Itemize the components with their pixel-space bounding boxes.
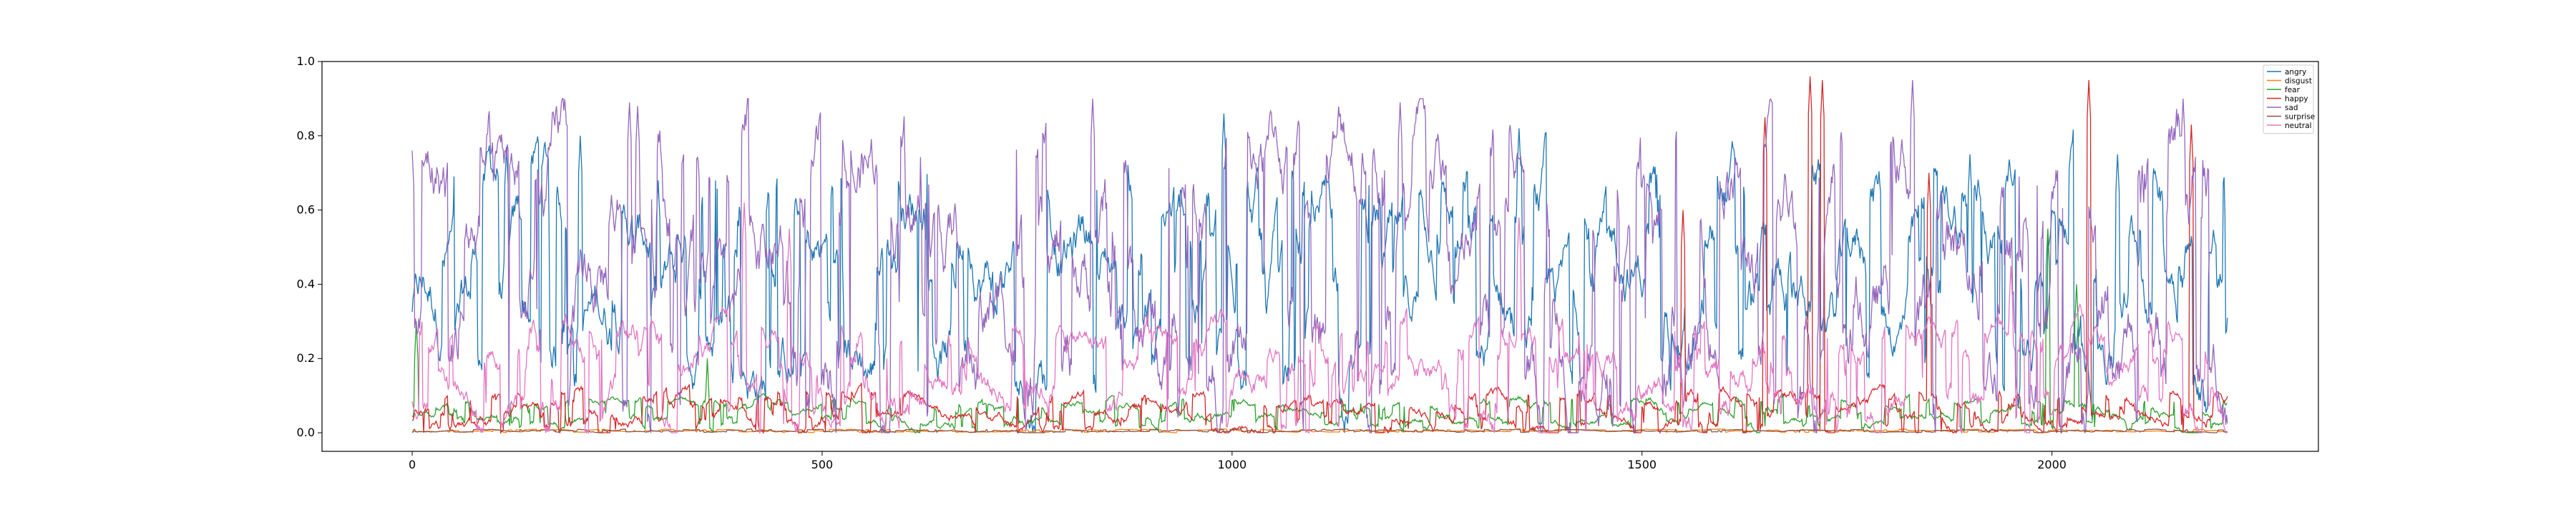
series-line-happy: [411, 76, 2228, 435]
legend-label-sad: sad: [2285, 104, 2298, 112]
series-lines: [411, 76, 2228, 435]
x-tick-label: 0: [409, 458, 416, 471]
series-line-surprise: [411, 428, 2228, 433]
y-tick-label: 0.2: [297, 351, 315, 365]
series-line-neutral: [411, 202, 2228, 435]
legend-label-angry: angry: [2285, 68, 2306, 77]
x-tick-label: 1500: [1627, 458, 1657, 471]
legend-label-neutral: neutral: [2285, 122, 2312, 130]
y-tick-label: 0.8: [297, 129, 315, 142]
legend-label-surprise: surprise: [2285, 113, 2315, 122]
x-tick-label: 2000: [2037, 458, 2067, 471]
y-tick-label: 0.4: [297, 277, 315, 290]
x-axis: 0 500 1000 1500 2000: [409, 451, 2067, 471]
x-tick-label: 500: [811, 458, 834, 471]
y-tick-label: 0.6: [297, 203, 315, 217]
y-axis: 0.0 0.2 0.4 0.6 0.8 1.0: [297, 54, 322, 439]
x-tick-label: 1000: [1217, 458, 1246, 471]
legend-label-disgust: disgust: [2285, 77, 2312, 86]
legend-label-fear: fear: [2285, 86, 2301, 94]
plot-frame: [321, 61, 2319, 452]
y-tick-label: 0.0: [297, 426, 315, 439]
legend-label-happy: happy: [2285, 95, 2308, 104]
y-tick-label: 1.0: [297, 54, 315, 68]
series-line-sad: [411, 79, 2228, 434]
series-line-fear: [411, 228, 2228, 434]
